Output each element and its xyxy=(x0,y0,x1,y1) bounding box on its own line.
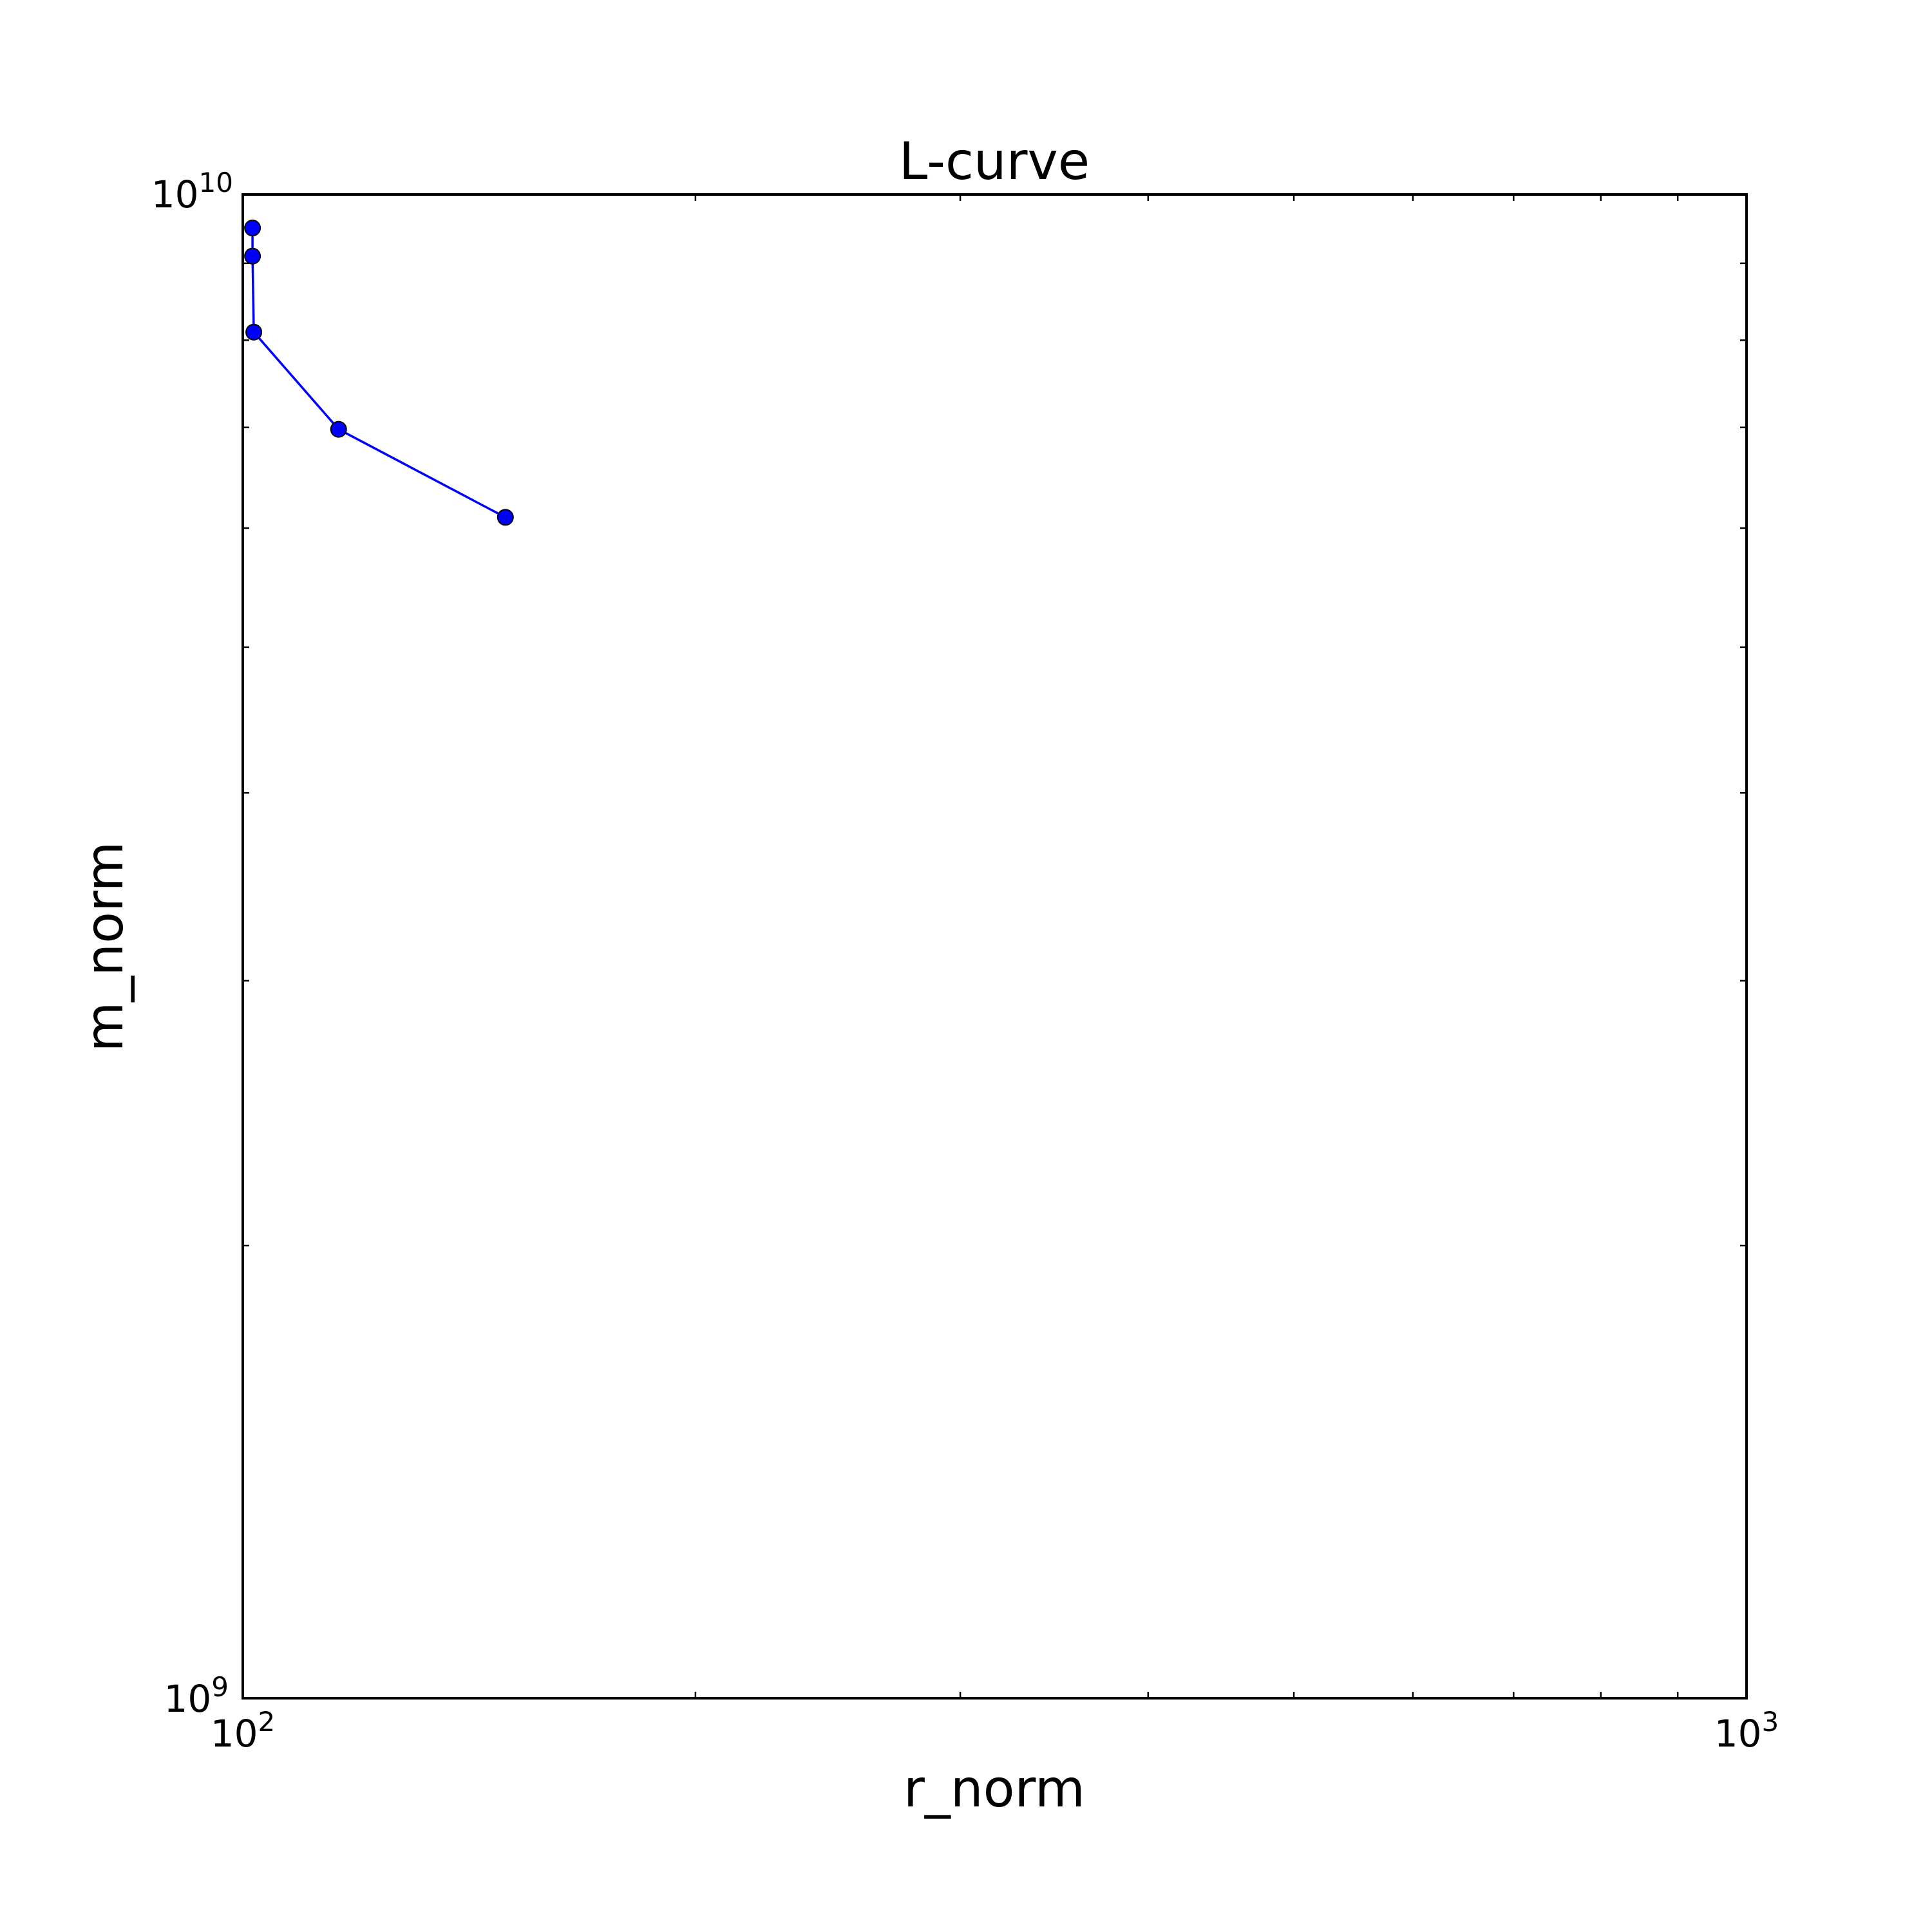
series-layer xyxy=(244,220,514,526)
x-tick-label-1-exp: 3 xyxy=(1762,1706,1779,1738)
y-tick-label-1-exp: 10 xyxy=(199,167,233,198)
major-ticks xyxy=(242,193,1748,1700)
y-tick-label-1: 1010 xyxy=(151,167,233,216)
x-tick-label-0-exp: 2 xyxy=(258,1706,276,1738)
data-point-1 xyxy=(244,247,261,265)
x-tick-label-1: 103 xyxy=(1714,1706,1779,1756)
data-point-3 xyxy=(330,421,347,438)
y-tick-label-0-exp: 9 xyxy=(211,1671,229,1703)
x-tick-label-1-base: 10 xyxy=(1714,1712,1762,1756)
svg-text:103: 103 xyxy=(1714,1706,1779,1756)
plot-frame xyxy=(242,193,1748,1700)
x-tick-label-0: 102 xyxy=(211,1706,276,1756)
y-tick-label-0-base: 10 xyxy=(164,1677,211,1721)
svg-text:102: 102 xyxy=(211,1706,276,1756)
x-tick-label-0-base: 10 xyxy=(211,1712,258,1756)
chart-title: L-curve xyxy=(899,131,1090,191)
y-axis-label: m_norm xyxy=(75,842,135,1052)
data-point-2 xyxy=(245,323,263,341)
svg-text:109: 109 xyxy=(164,1671,229,1721)
svg-text:1010: 1010 xyxy=(151,167,233,216)
data-point-4 xyxy=(497,509,514,526)
data-point-0 xyxy=(244,220,261,237)
y-tick-label-0: 109 xyxy=(164,1671,229,1721)
y-tick-label-1-base: 10 xyxy=(151,173,199,216)
data-points xyxy=(244,220,514,526)
x-axis-label: r_norm xyxy=(904,1759,1085,1819)
